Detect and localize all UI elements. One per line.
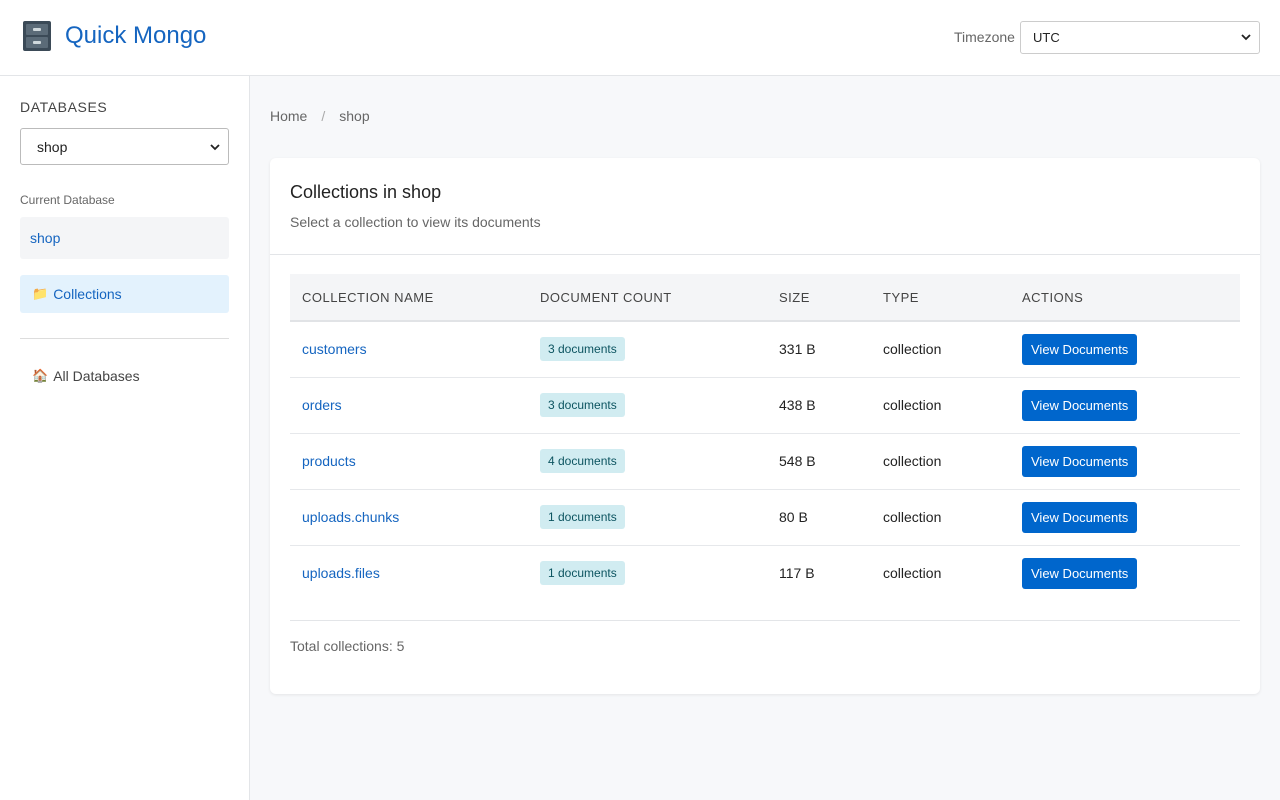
table-footer-divider <box>290 620 1240 621</box>
sidebar-divider <box>20 338 229 339</box>
breadcrumb-current: shop <box>339 108 370 124</box>
collections-table: COLLECTION NAME DOCUMENT COUNT SIZE TYPE… <box>290 274 1240 601</box>
view-documents-button[interactable]: View Documents <box>1022 333 1138 365</box>
breadcrumb-home[interactable]: Home <box>270 108 308 124</box>
collection-link[interactable]: uploads.chunks <box>302 509 400 525</box>
view-documents-button[interactable]: View Documents <box>1022 501 1138 533</box>
sidebar-item-label: All Databases <box>53 368 140 384</box>
column-header: SIZE <box>779 289 810 305</box>
column-header: ACTIONS <box>1022 289 1084 305</box>
column-header: DOCUMENT COUNT <box>540 289 672 305</box>
view-documents-button[interactable]: View Documents <box>1022 557 1138 589</box>
page-subtitle: Select a collection to view its document… <box>290 214 541 230</box>
collection-type: collection <box>883 565 942 582</box>
card-divider <box>270 254 1260 255</box>
timezone-value: UTC <box>1033 30 1060 45</box>
house-icon: 🏠 <box>32 368 49 383</box>
collection-link[interactable]: uploads.files <box>302 565 380 582</box>
current-database-label: Current Database <box>20 193 115 207</box>
document-count-badge: 1 documents <box>540 505 625 529</box>
breadcrumb: Home / shop <box>270 108 370 124</box>
table-row: uploads.files 1 documents 117 B collecti… <box>290 545 1240 601</box>
collection-link[interactable]: products <box>302 453 356 469</box>
app-title[interactable]: Quick Mongo <box>65 22 207 49</box>
collection-size: 117 B <box>779 565 815 582</box>
databases-heading: DATABASES <box>20 99 108 115</box>
document-count-badge: 3 documents <box>540 393 625 417</box>
sidebar-item-all-databases[interactable]: 🏠 All Databases <box>32 368 140 384</box>
chevron-down-icon <box>1241 34 1251 41</box>
collection-size: 331 B <box>779 341 816 358</box>
collection-link[interactable]: orders <box>302 397 342 413</box>
collection-size: 438 B <box>779 397 816 413</box>
table-header-row: COLLECTION NAME DOCUMENT COUNT SIZE TYPE… <box>290 274 1240 321</box>
app-header: Quick Mongo Timezone UTC <box>0 0 1280 76</box>
page-title: Collections in shop <box>290 182 442 202</box>
timezone-label: Timezone <box>954 29 1015 45</box>
sidebar-item-label: Collections <box>53 286 122 302</box>
document-count-badge: 1 documents <box>540 561 625 586</box>
view-documents-button[interactable]: View Documents <box>1022 389 1138 421</box>
collection-size: 548 B <box>779 453 816 469</box>
collection-type: collection <box>883 509 942 525</box>
table-row: products 4 documents 548 B collection Vi… <box>290 433 1240 489</box>
collections-card: Collections in shop Select a collection … <box>270 158 1260 694</box>
database-select[interactable]: shop <box>20 128 229 165</box>
view-documents-button[interactable]: View Documents <box>1022 445 1138 477</box>
folder-icon: 📁 <box>32 286 49 301</box>
collection-type: collection <box>883 397 942 413</box>
collection-link[interactable]: customers <box>302 341 367 358</box>
total-collections: Total collections: 5 <box>290 638 405 654</box>
column-header: COLLECTION NAME <box>302 289 434 305</box>
file-cabinet-icon[interactable] <box>22 20 52 52</box>
collection-size: 80 B <box>779 509 808 525</box>
document-count-badge: 4 documents <box>540 449 625 473</box>
collection-type: collection <box>883 341 942 358</box>
collection-type: collection <box>883 453 942 469</box>
current-database-link[interactable]: shop <box>20 217 229 259</box>
sidebar: DATABASES shop Current Database shop 📁 C… <box>0 76 250 800</box>
table-row: customers 3 documents 331 B collection V… <box>290 321 1240 377</box>
column-header: TYPE <box>883 289 919 305</box>
document-count-badge: 3 documents <box>540 337 625 362</box>
database-select-value: shop <box>37 138 68 155</box>
sidebar-item-collections[interactable]: 📁 Collections <box>20 275 229 313</box>
table-row: uploads.chunks 1 documents 80 B collecti… <box>290 489 1240 545</box>
chevron-down-icon <box>210 144 220 151</box>
timezone-select[interactable]: UTC <box>1020 21 1260 54</box>
table-row: orders 3 documents 438 B collection View… <box>290 377 1240 433</box>
breadcrumb-separator: / <box>321 108 326 124</box>
